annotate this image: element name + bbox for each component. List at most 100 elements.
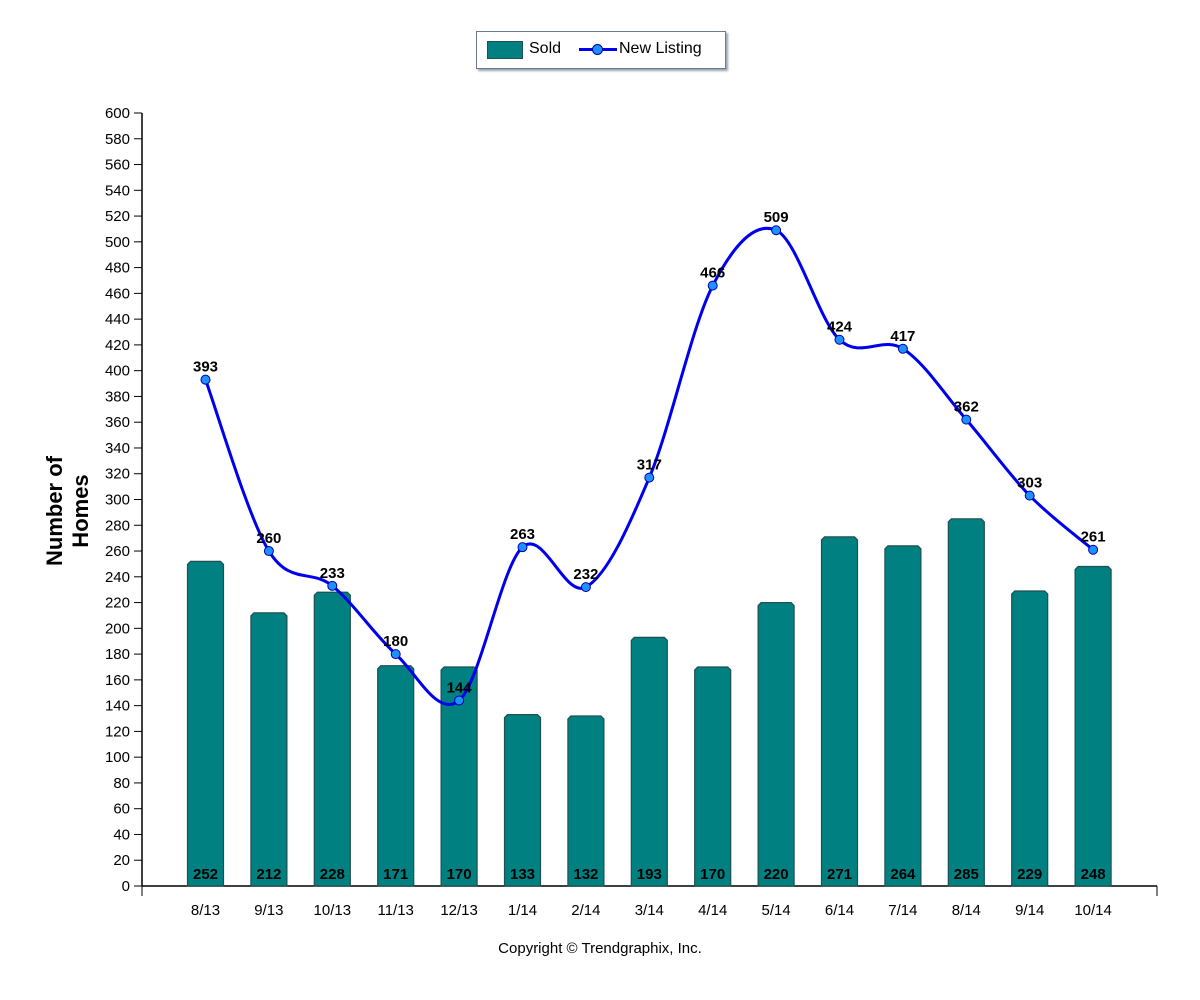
new-listing-value-label: 303 bbox=[1017, 475, 1042, 492]
new-listing-value-label: 263 bbox=[510, 526, 535, 543]
x-tick-label: 3/14 bbox=[635, 902, 664, 919]
bar-sold-value-label: 252 bbox=[193, 866, 218, 883]
new-listing-value-label: 424 bbox=[827, 319, 853, 336]
new-listing-point bbox=[1024, 490, 1035, 501]
bar-sold-value-label: 133 bbox=[510, 866, 535, 883]
x-tick-label: 10/13 bbox=[314, 902, 352, 919]
y-tick-label: 500 bbox=[105, 234, 130, 251]
y-tick-label: 580 bbox=[105, 131, 130, 148]
y-tick-label: 520 bbox=[105, 208, 130, 225]
x-tick-label: 9/13 bbox=[254, 902, 283, 919]
new-listing-point bbox=[327, 580, 338, 591]
legend-new-listing-label: New Listing bbox=[619, 40, 702, 57]
x-tick-label: 6/14 bbox=[825, 902, 854, 919]
x-tick-label: 9/14 bbox=[1015, 902, 1044, 919]
x-tick-label: 4/14 bbox=[698, 902, 727, 919]
bar-sold bbox=[567, 715, 605, 887]
new-listing-point bbox=[834, 334, 845, 345]
bar-sold-value-label: 285 bbox=[954, 866, 979, 883]
new-listing-value-label: 180 bbox=[383, 633, 408, 650]
new-listing-line bbox=[204, 226, 1095, 706]
y-tick-label: 180 bbox=[105, 646, 130, 663]
copyright-text: Copyright © Trendgraphix, Inc. bbox=[498, 940, 702, 957]
bar-sold bbox=[313, 591, 351, 887]
bar-sold-value-label: 193 bbox=[637, 866, 662, 883]
bar-sold bbox=[947, 518, 985, 887]
y-tick-label: 340 bbox=[105, 440, 130, 457]
x-tick-label: 10/14 bbox=[1074, 902, 1112, 919]
legend-sold-swatch bbox=[487, 41, 523, 59]
y-tick-label: 320 bbox=[105, 466, 130, 483]
bar-sold bbox=[186, 560, 225, 887]
y-tick-label: 80 bbox=[113, 775, 130, 792]
new-listing-value-label: 466 bbox=[700, 265, 725, 282]
bar-sold bbox=[250, 612, 288, 887]
new-listing-point bbox=[961, 414, 972, 425]
bar-sold bbox=[1011, 590, 1049, 887]
y-tick-label: 220 bbox=[105, 595, 130, 612]
bar-sold-value-label: 248 bbox=[1081, 866, 1106, 883]
bar-sold bbox=[1074, 565, 1112, 887]
bar-sold bbox=[757, 601, 795, 887]
bar-sold bbox=[884, 545, 922, 887]
y-tick-label: 440 bbox=[105, 311, 130, 328]
y-tick-label: 400 bbox=[105, 363, 130, 380]
new-listing-value-label: 317 bbox=[637, 457, 662, 474]
legend-sold-label: Sold bbox=[529, 40, 562, 57]
y-tick-label: 260 bbox=[105, 543, 130, 560]
legend: Sold New Listing bbox=[476, 31, 726, 69]
y-tick-label: 60 bbox=[113, 801, 130, 818]
bar-sold bbox=[820, 536, 859, 887]
bar-sold-value-label: 171 bbox=[383, 866, 408, 883]
x-tick-label: 1/14 bbox=[508, 902, 537, 919]
y-tick-label: 380 bbox=[105, 388, 130, 405]
y-tick-label: 240 bbox=[105, 569, 130, 586]
new-listing-value-label: 417 bbox=[890, 328, 915, 345]
bar-sold-value-label: 264 bbox=[890, 866, 916, 883]
bar-sold bbox=[503, 714, 542, 887]
new-listing-value-label: 393 bbox=[193, 359, 218, 376]
new-listing-point bbox=[1088, 544, 1099, 555]
x-tick-label: 7/14 bbox=[888, 902, 917, 919]
new-listing-value-label: 509 bbox=[764, 209, 789, 226]
y-tick-label: 200 bbox=[105, 620, 130, 637]
y-tick-label: 40 bbox=[113, 826, 130, 843]
new-listing-point bbox=[263, 546, 274, 557]
y-tick-label: 420 bbox=[105, 337, 130, 354]
y-tick-label: 280 bbox=[105, 517, 130, 534]
new-listing-point bbox=[707, 280, 718, 291]
y-tick-label: 360 bbox=[105, 414, 130, 431]
new-listing-value-label: 362 bbox=[954, 399, 979, 416]
y-tick-label: 480 bbox=[105, 260, 130, 277]
y-tick-label: 460 bbox=[105, 285, 130, 302]
legend-new-listing-marker bbox=[592, 44, 603, 55]
new-listing-point bbox=[517, 542, 528, 553]
new-listing-point bbox=[580, 582, 591, 593]
new-listing-point bbox=[771, 225, 782, 236]
y-tick-label: 540 bbox=[105, 182, 130, 199]
new-listing-point bbox=[897, 343, 908, 354]
new-listing-value-label: 232 bbox=[573, 566, 598, 583]
bar-sold-value-label: 228 bbox=[320, 866, 345, 883]
new-listing-value-label: 144 bbox=[447, 679, 473, 696]
y-tick-label: 100 bbox=[105, 749, 130, 766]
new-listing-point bbox=[390, 649, 401, 660]
x-tick-label: 8/14 bbox=[952, 902, 981, 919]
y-tick-label: 560 bbox=[105, 157, 130, 174]
y-axis-label: Number of Homes bbox=[42, 456, 93, 566]
bar-sold bbox=[440, 666, 478, 887]
new-listing-value-label: 260 bbox=[256, 530, 281, 547]
bar-sold bbox=[694, 666, 732, 887]
y-tick-label: 20 bbox=[113, 852, 130, 869]
bar-sold-value-label: 132 bbox=[573, 866, 598, 883]
bar-sold bbox=[377, 665, 415, 887]
x-tick-label: 5/14 bbox=[761, 902, 790, 919]
x-tick-label: 12/13 bbox=[440, 902, 478, 919]
x-tick-label: 8/13 bbox=[191, 902, 220, 919]
new-listing-point bbox=[644, 472, 655, 483]
x-tick-label: 11/13 bbox=[377, 902, 413, 919]
x-tick-label: 2/14 bbox=[571, 902, 600, 919]
y-tick-label: 140 bbox=[105, 698, 130, 715]
y-tick-label: 120 bbox=[105, 723, 130, 740]
